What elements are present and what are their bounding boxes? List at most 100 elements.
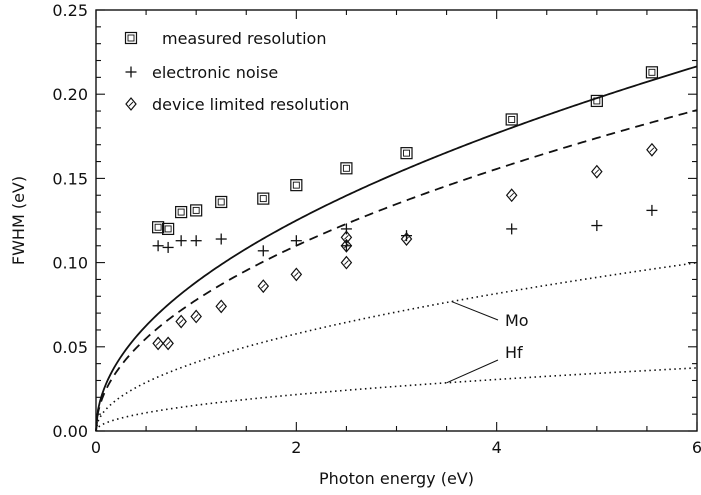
fit-curves	[95, 65, 698, 432]
point-diamond-12-outer	[591, 164, 603, 179]
point-diamond-8-inner	[344, 243, 349, 249]
point-diamond-12	[591, 164, 603, 179]
point-square-1	[162, 222, 175, 236]
point-diamond-5-outer	[257, 279, 270, 294]
curve-dotted-3	[95, 367, 698, 432]
point-diamond-2-inner	[178, 319, 184, 324]
annotation-leader-mo	[451, 301, 499, 321]
point-plus-10	[506, 223, 518, 235]
legend-marker-diamond	[125, 97, 137, 111]
y-tick-label-4: 0.20	[52, 85, 88, 104]
point-square-5-inner	[259, 195, 267, 203]
point-plus-12	[646, 204, 658, 216]
annotation-mo: Mo	[505, 311, 529, 330]
point-diamond-7-inner	[344, 260, 349, 265]
curve-dashed-1	[95, 109, 698, 432]
point-plus-4	[215, 233, 227, 245]
point-square-0-outer	[152, 221, 165, 234]
point-diamond-6	[290, 267, 303, 282]
point-diamond-3-outer	[190, 309, 202, 324]
point-plus-5	[257, 245, 269, 257]
point-diamond-6-inner	[294, 272, 299, 277]
point-diamond-5	[257, 279, 270, 294]
point-plus-2	[175, 235, 187, 247]
x-tick-label-1: 2	[291, 438, 301, 457]
point-square-8	[400, 147, 413, 160]
point-diamond-1	[162, 336, 174, 351]
x-axis-label: Photon energy (eV)	[319, 469, 474, 488]
point-diamond-9-inner	[344, 235, 349, 240]
point-diamond-10	[400, 232, 413, 246]
point-diamond-5-inner	[260, 283, 266, 289]
legend-label-device: device limited resolution	[152, 95, 349, 114]
legend-marker-diamond-outer	[125, 97, 137, 111]
x-tick-label-2: 4	[492, 438, 502, 457]
point-diamond-13-inner	[649, 147, 655, 153]
point-diamond-11	[505, 188, 518, 203]
legend-markers	[124, 31, 138, 111]
point-square-3-outer	[190, 204, 203, 217]
point-square-4	[215, 195, 228, 209]
point-diamond-0-inner	[155, 341, 161, 346]
point-square-4-outer	[215, 195, 228, 209]
legend-label-noise: electronic noise	[152, 63, 278, 82]
point-square-8-outer	[400, 147, 413, 160]
annotations: Mo Hf	[446, 301, 529, 384]
point-square-3-inner	[192, 206, 200, 214]
point-square-5	[257, 192, 270, 205]
legend-marker-square	[124, 31, 138, 45]
point-square-11-outer	[645, 66, 659, 79]
point-square-6-inner	[292, 181, 300, 189]
point-diamond-7	[340, 255, 353, 270]
point-square-9-outer	[505, 113, 518, 126]
y-tick-label-5: 0.25	[52, 1, 88, 20]
point-square-7-outer	[340, 162, 353, 175]
point-diamond-11-inner	[509, 192, 515, 198]
point-diamond-13-outer	[646, 142, 658, 157]
y-axis-label: FWHM (eV)	[9, 176, 28, 265]
point-square-6	[290, 179, 303, 192]
legend: measured resolution electronic noise dev…	[124, 29, 349, 114]
annotation-leader-hf	[446, 359, 499, 384]
point-diamond-6-outer	[290, 267, 303, 282]
point-plus-3	[190, 235, 202, 247]
point-plus-8	[340, 223, 352, 235]
annotation-hf: Hf	[505, 343, 523, 362]
point-square-10	[590, 94, 603, 108]
point-diamond-10-inner	[404, 236, 409, 242]
axis-ticks	[95, 9, 698, 432]
point-plus-11	[591, 220, 603, 232]
point-square-11-inner	[648, 68, 656, 76]
point-square-6-outer	[290, 179, 303, 192]
point-diamond-0-outer	[152, 336, 164, 351]
point-diamond-10-outer	[400, 232, 413, 246]
y-tick-label-2: 0.10	[52, 254, 88, 273]
point-square-4-inner	[217, 198, 225, 206]
point-square-1-inner	[164, 225, 172, 233]
point-diamond-4	[215, 299, 227, 314]
point-diamond-2	[175, 314, 187, 329]
point-diamond-8-outer	[340, 238, 353, 253]
x-tick-label-0: 0	[91, 438, 101, 457]
point-plus-1	[162, 241, 174, 253]
legend-marker-square-outer	[124, 31, 138, 45]
point-diamond-9-outer	[340, 230, 353, 245]
y-tick-label-3: 0.15	[52, 169, 88, 188]
point-square-5-outer	[257, 192, 270, 205]
legend-label-measured: measured resolution	[162, 29, 326, 48]
point-diamond-11-outer	[505, 188, 518, 203]
legend-marker-plus	[125, 66, 137, 78]
point-square-0-inner	[154, 223, 162, 231]
point-square-1-outer	[162, 222, 175, 236]
point-diamond-1-inner	[165, 341, 171, 346]
legend-marker-diamond-inner	[128, 101, 134, 107]
point-diamond-3-inner	[193, 314, 199, 319]
point-square-0	[152, 221, 165, 234]
curve-solid-0	[95, 65, 698, 432]
point-diamond-0	[152, 336, 164, 351]
axis-tick-labels: 0 2 4 6 0.00 0.05 0.10 0.15 0.20 0.25	[52, 1, 701, 457]
point-diamond-1-outer	[162, 336, 174, 351]
point-square-11	[645, 66, 659, 79]
point-diamond-8	[340, 238, 353, 253]
